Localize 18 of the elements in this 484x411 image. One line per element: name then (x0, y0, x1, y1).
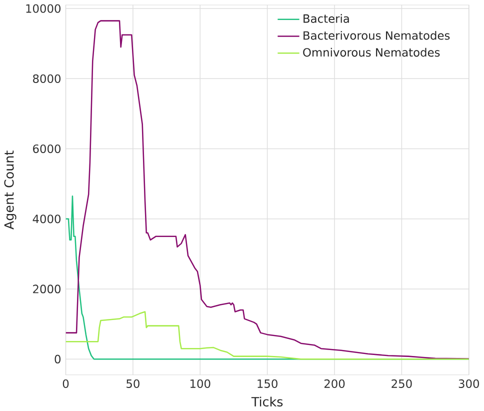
legend-label: Bacteria (304, 14, 349, 24)
x-tick-label: 0 (62, 379, 69, 388)
y-tick-label: 2000 (33, 284, 61, 294)
x-tick-label: 50 (126, 379, 140, 388)
y-tick-label: 10000 (26, 4, 61, 13)
y-tick-label: 8000 (33, 74, 61, 84)
y-tick-label: 4000 (32, 214, 61, 224)
y-tick-label: 0 (54, 354, 61, 364)
x-tick-label: 250 (392, 379, 412, 388)
x-tick-label: 300 (458, 379, 480, 388)
y-axis-title: Agent Count (4, 150, 16, 230)
x-tick-label: 100 (190, 379, 210, 388)
x-axis-title: Ticks (251, 396, 283, 407)
x-tick-label: 200 (324, 379, 345, 388)
y-tick-label: 6000 (33, 144, 61, 154)
x-tick-label: 150 (258, 379, 278, 388)
legend-label: Bacterivorous Nematodes (304, 31, 450, 40)
legend-label: Omnivorous Nematodes (303, 48, 440, 57)
